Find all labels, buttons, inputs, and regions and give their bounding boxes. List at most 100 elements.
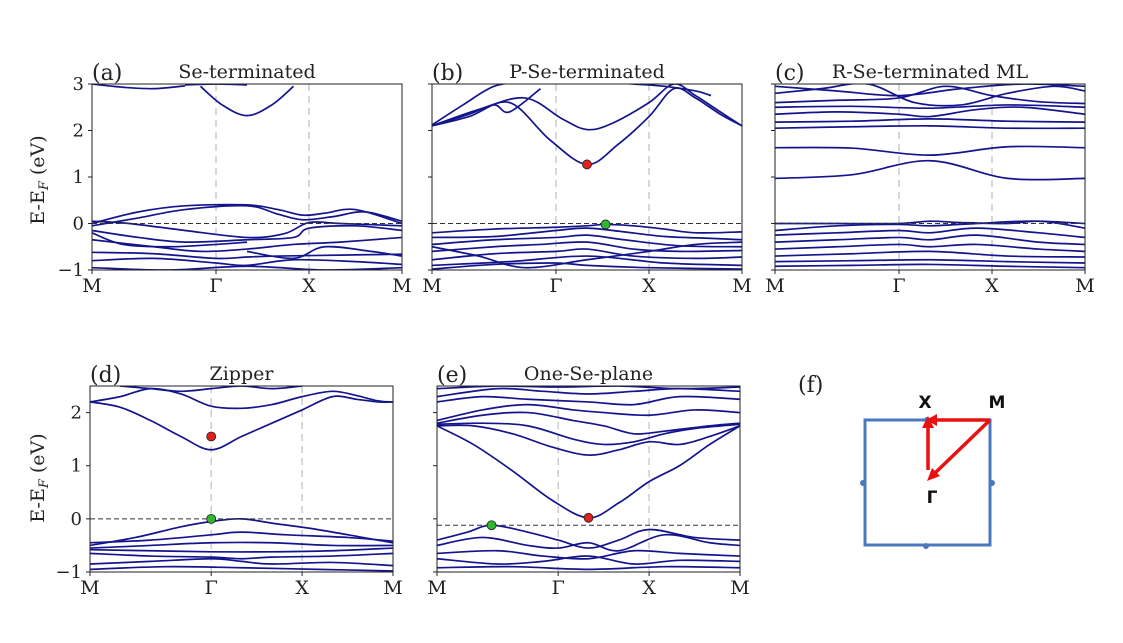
- band-line-c1: [775, 159, 1085, 181]
- x-tick-label: M: [427, 577, 446, 599]
- bz-edge-point-bottom: [923, 543, 929, 549]
- band-line-cb6: [437, 395, 740, 406]
- band-line-c5: [775, 106, 1085, 118]
- band-line-v7: [90, 565, 393, 572]
- bz-edge-point-right: [989, 480, 995, 486]
- x-tick-label: M: [422, 275, 441, 297]
- band-line-v5: [90, 552, 393, 560]
- y-axis-label-bottom: E-EF (eV): [27, 433, 52, 522]
- y-tick-label: 2: [71, 403, 82, 424]
- plot-frame: [436, 385, 741, 573]
- band-group: [90, 386, 393, 572]
- panel-title: P-Se-terminated: [509, 61, 665, 83]
- bz-arrowhead-up: [922, 416, 934, 428]
- band-line-v2: [90, 531, 393, 544]
- band-line-cb1: [90, 395, 393, 451]
- x-tick-label: X: [302, 275, 316, 297]
- x-tick-label: M: [82, 275, 101, 297]
- band-line-c3: [775, 124, 1085, 130]
- band-line-v6: [775, 250, 1085, 258]
- band-line-v4: [92, 224, 402, 243]
- band-line-v8: [92, 265, 402, 270]
- band-line-v6: [90, 557, 393, 567]
- band-line-v7: [775, 258, 1085, 264]
- band-line-cbtop: [92, 84, 186, 90]
- band-line-c4: [775, 118, 1085, 123]
- band-group: [92, 84, 402, 270]
- x-tick-label: M: [392, 275, 411, 297]
- band-line-v8: [432, 241, 742, 269]
- panel-title: R-Se-terminated ML: [832, 61, 1029, 83]
- band-line-v6: [92, 251, 402, 260]
- bz-arrowhead-gamma: [927, 468, 940, 481]
- band-line-v2: [432, 227, 742, 241]
- band-line-cb3: [432, 84, 509, 126]
- x-tick-label: M: [765, 275, 784, 297]
- band-line-cbtop2: [184, 84, 248, 86]
- band-line-v4: [775, 234, 1085, 246]
- plot-frame: [89, 385, 394, 573]
- band-line-v2: [775, 220, 1085, 232]
- panel-title: One-Se-plane: [524, 363, 653, 385]
- band-group: [437, 386, 740, 571]
- vbm-marker: [206, 513, 217, 524]
- y-tick-label: 0: [73, 214, 84, 235]
- band-line-v8: [775, 263, 1085, 269]
- band-line-c8: [775, 84, 1085, 107]
- band-line-v10: [246, 245, 402, 260]
- vbm-marker: [600, 219, 611, 230]
- band-group: [432, 84, 742, 270]
- x-tick-label: X: [295, 577, 309, 599]
- x-tick-label: Γ: [892, 275, 905, 297]
- band-line-cb2: [90, 387, 393, 410]
- panel-label: (b): [432, 61, 463, 86]
- panel-c: M Γ X M (c) R-Se-terminated ML: [765, 61, 1094, 297]
- x-tick-label: M: [1075, 275, 1094, 297]
- band-line-v3: [437, 549, 740, 560]
- bz-label-gamma: Γ: [927, 488, 938, 508]
- panel-label: (c): [775, 61, 805, 86]
- y-tick-label: 0: [71, 509, 82, 530]
- cbm-marker: [206, 431, 217, 442]
- band-line-v5: [775, 243, 1085, 253]
- y-tick-label: −1: [55, 562, 82, 583]
- panel-label: (a): [92, 61, 122, 86]
- x-tick-label: X: [985, 275, 999, 297]
- x-tick-label: Γ: [209, 275, 222, 297]
- band-line-v1: [90, 517, 393, 547]
- x-tick-label: M: [730, 577, 749, 599]
- x-tick-label: M: [732, 275, 751, 297]
- band-line-v3: [775, 227, 1085, 239]
- cbm-marker: [582, 159, 592, 170]
- band-line-v4: [437, 555, 740, 565]
- band-line-cb1: [437, 425, 740, 519]
- band-line-cb1: [199, 85, 295, 117]
- cbm-marker: [583, 512, 594, 523]
- band-line-v7: [432, 262, 742, 270]
- y-tick-label: −1: [57, 260, 84, 281]
- band-line-cb5: [437, 403, 740, 422]
- bz-label-x: X: [918, 393, 931, 413]
- band-line-v3: [90, 541, 393, 549]
- y-tick-label: 2: [73, 121, 84, 142]
- band-line-v5: [432, 248, 742, 261]
- band-line-cb1: [432, 87, 742, 166]
- brillouin-zone-panel: (f) X M Γ: [798, 373, 1005, 549]
- bz-edge-point-left: [860, 480, 866, 486]
- x-tick-label: Γ: [549, 275, 562, 297]
- band-line-cb5: [622, 84, 712, 97]
- band-line-v4: [432, 241, 742, 253]
- y-tick-label: 3: [73, 74, 84, 95]
- band-line-v2: [92, 204, 402, 227]
- band-line-v4: [90, 547, 393, 553]
- band-line-v7: [92, 257, 402, 267]
- band-line-c2: [775, 145, 1085, 156]
- band-line-c7: [775, 85, 1085, 105]
- y-tick-label: 1: [71, 456, 82, 477]
- band-line-v5: [437, 565, 740, 571]
- bz-path-m-to-gamma: [932, 418, 992, 476]
- panel-f-label: (f): [798, 373, 823, 398]
